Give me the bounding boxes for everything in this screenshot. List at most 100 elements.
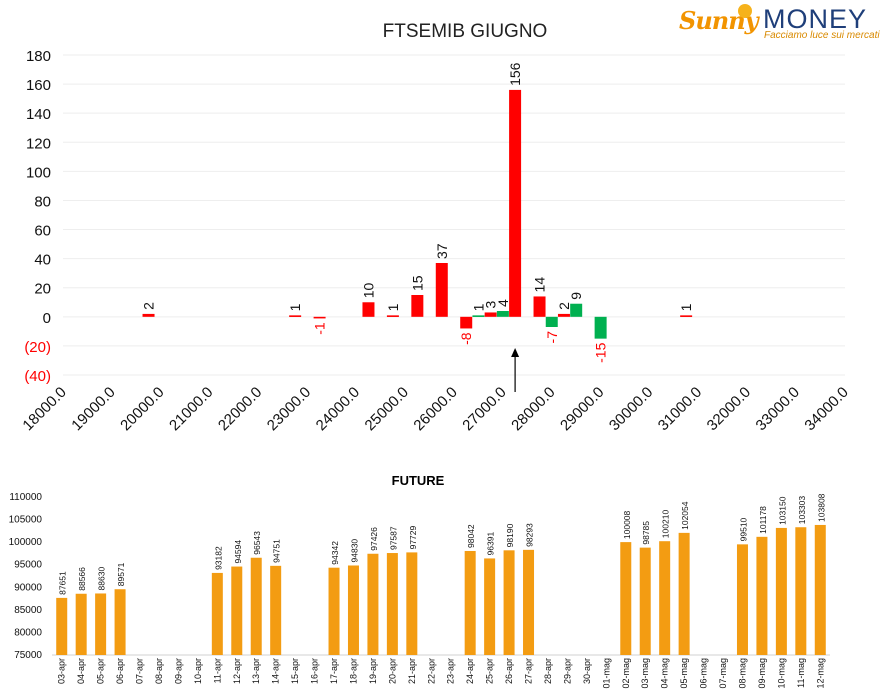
x-tick-label: 06-apr bbox=[115, 658, 125, 684]
x-tick-label: 22000.0 bbox=[215, 384, 265, 434]
x-tick-label: 34000.0 bbox=[801, 384, 851, 434]
data-bar bbox=[386, 553, 398, 655]
logo-tagline: Facciamo luce sui mercati bbox=[764, 30, 880, 41]
data-label: 1 bbox=[287, 303, 303, 311]
data-label: 101178 bbox=[758, 506, 768, 534]
data-label: 94751 bbox=[272, 539, 282, 563]
data-label: 98293 bbox=[525, 523, 535, 547]
data-bar bbox=[362, 302, 375, 317]
data-label: 2 bbox=[556, 302, 572, 310]
data-bar bbox=[328, 567, 340, 655]
data-bar bbox=[386, 315, 399, 317]
data-bar bbox=[114, 589, 126, 655]
x-tick-label: 21000.0 bbox=[166, 384, 216, 434]
data-bar bbox=[594, 316, 607, 339]
data-bar bbox=[411, 295, 424, 317]
data-label: 88630 bbox=[97, 567, 107, 591]
x-tick-label: 09-mag bbox=[757, 658, 767, 689]
x-tick-label: 30000.0 bbox=[606, 384, 656, 434]
data-label: 14 bbox=[532, 277, 548, 293]
data-label: 89571 bbox=[116, 562, 126, 586]
data-label: 96543 bbox=[252, 531, 262, 555]
data-bar bbox=[367, 553, 379, 655]
arrow-head bbox=[511, 348, 520, 357]
chart-title: FTSEMIB GIUGNO bbox=[383, 21, 548, 42]
data-bar bbox=[523, 549, 535, 655]
y-tick-label: 0 bbox=[43, 310, 51, 327]
y-tick-label: 180 bbox=[26, 48, 51, 65]
x-tick-label: 16-apr bbox=[310, 658, 320, 684]
data-label: 37 bbox=[434, 243, 450, 259]
data-label: 100210 bbox=[661, 510, 671, 539]
x-tick-label: 03-apr bbox=[57, 658, 67, 684]
data-bar bbox=[570, 303, 583, 317]
data-label: 1 bbox=[470, 303, 486, 311]
x-tick-label: 03-mag bbox=[640, 658, 650, 689]
data-label: 87651 bbox=[58, 571, 68, 595]
x-tick-label: 26000.0 bbox=[410, 384, 460, 434]
x-tick-label: 15-apr bbox=[290, 658, 300, 684]
data-bar bbox=[211, 572, 223, 655]
data-bar bbox=[250, 557, 262, 655]
y-tick-label: 105000 bbox=[9, 515, 43, 526]
y-tick-label: 140 bbox=[26, 106, 51, 123]
x-tick-label: 13-apr bbox=[251, 658, 261, 684]
data-label: 3 bbox=[483, 300, 499, 308]
x-tick-label: 04-mag bbox=[660, 658, 670, 689]
data-bar bbox=[464, 550, 476, 655]
y-tick-label: 95000 bbox=[14, 560, 42, 571]
x-tick-label: 25000.0 bbox=[362, 384, 412, 434]
data-bar bbox=[775, 527, 787, 655]
data-bar bbox=[484, 558, 496, 655]
x-tick-label: 12-apr bbox=[232, 658, 242, 684]
data-label: 94830 bbox=[349, 539, 359, 563]
data-bar bbox=[509, 89, 522, 317]
logo: Sunny MONEY Facciamo luce sui mercati bbox=[676, 4, 881, 44]
x-tick-label: 08-mag bbox=[737, 658, 747, 689]
data-bar bbox=[503, 550, 515, 655]
data-bar bbox=[95, 593, 107, 655]
data-bar bbox=[680, 315, 693, 317]
y-tick-label: 75000 bbox=[14, 650, 42, 661]
data-label: 98785 bbox=[641, 521, 651, 545]
data-label: 4 bbox=[495, 299, 511, 307]
data-bar bbox=[620, 542, 632, 655]
x-tick-label: 08-apr bbox=[154, 658, 164, 684]
data-bar bbox=[313, 316, 326, 319]
data-label: 1 bbox=[385, 303, 401, 311]
data-label: 10 bbox=[360, 282, 376, 298]
data-label: 93182 bbox=[213, 546, 223, 570]
x-tick-label: 18-apr bbox=[348, 658, 358, 684]
data-label: 103808 bbox=[816, 493, 826, 522]
y-tick-label: 120 bbox=[26, 135, 51, 152]
data-label: 103150 bbox=[777, 496, 787, 525]
x-tick-label: 17-apr bbox=[329, 658, 339, 684]
x-tick-label: 23-apr bbox=[446, 658, 456, 684]
x-tick-label: 12-mag bbox=[815, 658, 825, 689]
y-tick-label: 110000 bbox=[9, 492, 42, 503]
data-label: 97587 bbox=[388, 526, 398, 550]
x-tick-label: 28-apr bbox=[543, 658, 553, 684]
data-bar bbox=[460, 316, 473, 329]
x-tick-label: 11-mag bbox=[796, 658, 806, 688]
data-bar bbox=[75, 593, 87, 655]
y-tick-label: 100 bbox=[26, 164, 51, 181]
chart-title: FUTURE bbox=[392, 473, 445, 488]
y-tick-label: 80 bbox=[34, 193, 51, 210]
data-bar bbox=[557, 313, 570, 317]
x-tick-label: 27000.0 bbox=[459, 384, 509, 434]
data-label: 100008 bbox=[622, 510, 632, 539]
data-bar bbox=[639, 547, 651, 655]
sun-icon bbox=[738, 4, 752, 18]
x-tick-label: 18000.0 bbox=[19, 384, 69, 434]
x-tick-label: 22-apr bbox=[426, 658, 436, 684]
data-label: 2 bbox=[141, 302, 157, 310]
x-tick-label: 32000.0 bbox=[704, 384, 754, 434]
data-bar bbox=[678, 532, 690, 655]
data-bar bbox=[659, 541, 671, 655]
data-bar bbox=[270, 565, 282, 655]
data-label: -8 bbox=[458, 332, 474, 345]
y-tick-label: 100000 bbox=[9, 537, 43, 548]
data-label: 98042 bbox=[466, 524, 476, 548]
